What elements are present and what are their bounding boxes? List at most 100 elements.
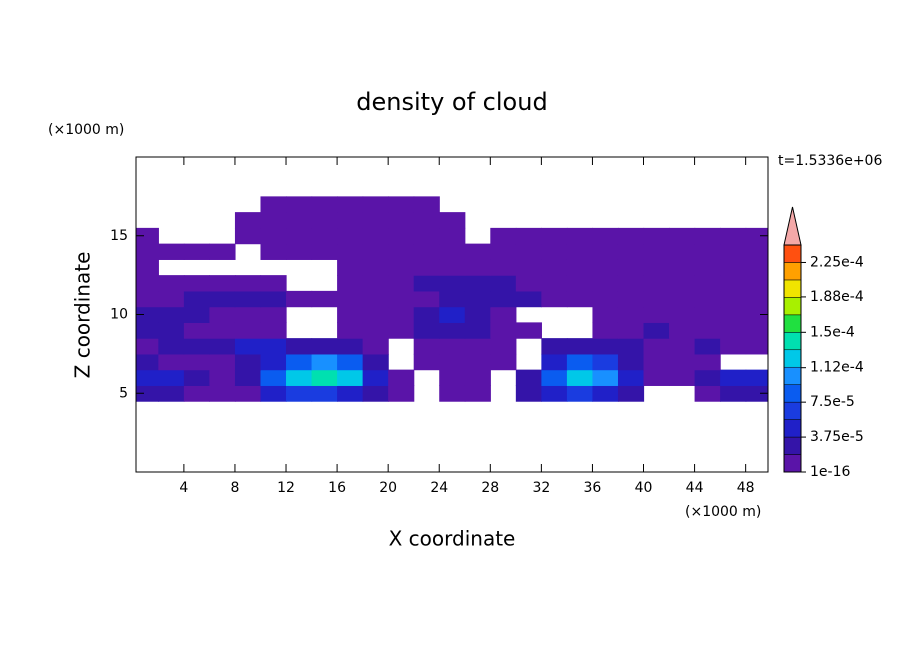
- y-tick-label: 15: [110, 228, 128, 244]
- colorbar-tick-label: 1.88e-4: [810, 289, 864, 305]
- contour-cell: [158, 275, 185, 292]
- contour-cell: [337, 369, 364, 386]
- contour-cell: [286, 243, 313, 260]
- contour-cell: [541, 369, 568, 386]
- contour-cell: [694, 243, 721, 260]
- contour-cell: [566, 227, 594, 245]
- contour-cell: [745, 338, 768, 355]
- contour-cell: [183, 290, 211, 308]
- contour-cell: [592, 306, 619, 323]
- contour-cell: [286, 290, 313, 308]
- contour-cell: [592, 275, 619, 292]
- contour-cell: [439, 338, 466, 355]
- contour-cell: [464, 306, 491, 323]
- contour-cell: [745, 275, 768, 292]
- contour-cell: [617, 259, 645, 276]
- contour-cell: [158, 306, 185, 323]
- contour-cell: [388, 322, 415, 339]
- contour-cell: [183, 322, 211, 339]
- contour-cell: [694, 275, 721, 292]
- colorbar-bin: [783, 297, 802, 316]
- colorbar-tick-label: 1.5e-4: [810, 324, 855, 340]
- contour-cell: [464, 385, 491, 402]
- contour-cell: [439, 385, 466, 402]
- contour-cell: [337, 385, 364, 402]
- contour-cell: [464, 322, 491, 339]
- contour-cell: [720, 275, 747, 292]
- contour-cell: [566, 290, 594, 308]
- colorbar-frame: [783, 244, 802, 473]
- contour-cell: [136, 259, 159, 276]
- contour-cell: [745, 306, 768, 323]
- contour-cell: [234, 212, 262, 229]
- contour-cell: [183, 275, 211, 292]
- contour-cell: [541, 275, 568, 292]
- contour-cell: [260, 306, 287, 323]
- contour-cell: [669, 338, 696, 355]
- contour-cell: [515, 259, 542, 276]
- contour-cell: [515, 275, 542, 292]
- colorbar-extension: [783, 206, 802, 246]
- contour-cell: [209, 369, 236, 386]
- contour-cell: [388, 212, 415, 229]
- contour-cell: [413, 353, 440, 371]
- contour-cell: [362, 369, 389, 386]
- contour-cell: [592, 338, 619, 355]
- contour-cell: [592, 227, 619, 245]
- colorbar-tick-label: 3.75e-5: [810, 429, 864, 445]
- contour-cell: [694, 385, 721, 402]
- contour-cell: [745, 290, 768, 308]
- contour-cell: [439, 243, 466, 260]
- contour-cell: [286, 227, 313, 245]
- contour-cell: [541, 353, 568, 371]
- contour-cell: [311, 385, 338, 402]
- contour-cell: [286, 196, 313, 213]
- contour-cell: [515, 369, 542, 386]
- contour-cell: [439, 259, 466, 276]
- contour-cell: [669, 306, 696, 323]
- contour-cell: [566, 369, 594, 386]
- contour-cell: [337, 259, 364, 276]
- contour-cell: [720, 369, 747, 386]
- contour-cell: [234, 290, 262, 308]
- contour-cell: [490, 322, 517, 339]
- contour-cell: [515, 227, 542, 245]
- contour-cell: [515, 243, 542, 260]
- contour-cell: [413, 243, 440, 260]
- contour-cell: [617, 290, 645, 308]
- contour-cell: [566, 338, 594, 355]
- contour-cell: [439, 353, 466, 371]
- contour-cell: [566, 243, 594, 260]
- contour-cell: [617, 306, 645, 323]
- x-tick-label: 12: [277, 480, 295, 496]
- contour-cell: [541, 227, 568, 245]
- contour-cell: [234, 385, 262, 402]
- colorbar-bin: [783, 279, 802, 298]
- contour-cell: [566, 385, 594, 402]
- contour-cell: [541, 338, 568, 355]
- contour-cell: [136, 275, 159, 292]
- contour-cell: [669, 322, 696, 339]
- contour-cell: [158, 385, 185, 402]
- contour-cell: [439, 322, 466, 339]
- colorbar-tick-label: 7.5e-5: [810, 394, 855, 410]
- contour-cell: [643, 369, 670, 386]
- x-tick-label: 24: [430, 480, 448, 496]
- contour-cell: [136, 227, 159, 245]
- contour-cell: [362, 212, 389, 229]
- contour-cell: [745, 322, 768, 339]
- contour-cell: [136, 306, 159, 323]
- contour-cell: [388, 369, 415, 386]
- contour-cell: [311, 212, 338, 229]
- contour-cell: [694, 338, 721, 355]
- contour-cell: [541, 259, 568, 276]
- contour-cell: [745, 259, 768, 276]
- y-unit: (×1000 m): [48, 122, 124, 138]
- contour-cell: [413, 322, 440, 339]
- contour-cell: [209, 290, 236, 308]
- colorbar-bin: [783, 314, 802, 333]
- contour-cell: [183, 338, 211, 355]
- contour-cell: [617, 353, 645, 371]
- contour-cell: [617, 275, 645, 292]
- x-tick-label: 8: [230, 480, 239, 496]
